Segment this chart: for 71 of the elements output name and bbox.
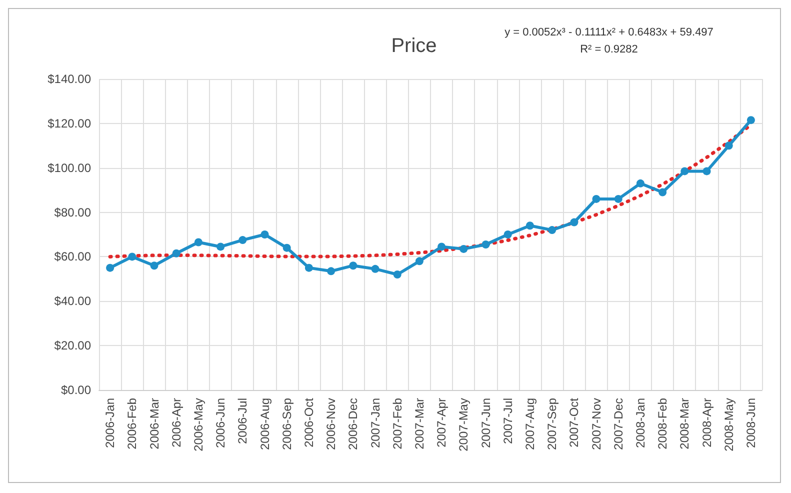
y-tick-label: $80.00 [54,205,92,220]
point [282,244,291,252]
point [415,257,424,266]
y-tick-label: $120.00 [48,116,92,130]
point [680,167,689,176]
x-tick-label: 2007-Aug [522,398,537,450]
point [592,194,600,203]
x-tick-label: 2006-Jun [214,398,228,448]
x-tick-label: 2008-Jun [744,398,758,448]
point [504,230,512,238]
x-tick-label: 2007-Sep [545,398,560,450]
point [150,262,158,270]
x-tick-label: 2006-Feb [125,398,140,450]
point [106,264,114,272]
text: R² = 0.9282 [580,44,638,56]
x-tick-label: 2008-Mar [678,398,692,450]
y-tick-label: $0.00 [60,383,92,397]
x-tick-label: 2006-Apr [169,398,184,448]
point [636,179,644,188]
point [746,116,755,124]
point [570,218,578,226]
x-tick-label: 2006-Aug [258,398,272,450]
point [371,264,380,273]
y-tick-label: $100.00 [48,160,92,175]
point [614,194,622,203]
point [238,236,247,244]
x-tick-label: 2006-Nov [324,398,338,450]
chart-title: Price [391,35,437,57]
x-tick-label: 2006-Jan [103,398,118,448]
point [526,222,534,230]
x-tick-label: 2006-Dec [346,398,360,450]
point [548,226,556,234]
y-tick-label: $40.00 [54,294,92,308]
x-tick-label: 2007-Oct [567,397,582,448]
x-tick-label: 2008-Apr [700,398,714,448]
x-tick-label: 2007-Dec [611,398,626,450]
x-tick-label: 2007-Feb [390,398,404,450]
point [128,252,136,261]
x-tick-label: 2006-Oct [302,397,316,448]
x-tick-label: 2007-Nov [589,398,604,450]
x-tick-label: 2007-Apr [434,398,449,448]
point [194,238,202,246]
point [658,188,667,196]
point [260,230,269,238]
point [393,270,402,278]
x-tick-label: 2007-Mar [412,398,426,450]
x-tick-label: 2006-Mar [147,398,162,450]
y-tick-label: $60.00 [54,250,92,264]
point [172,249,180,258]
point [438,242,446,251]
y-tick-label: $140.00 [48,72,92,86]
point [482,240,490,248]
x-tick-label: 2006-Sep [280,398,294,450]
y-tick-label: $20.00 [54,338,92,353]
x-tick-label: 2007-Jan [368,398,382,448]
point [460,244,468,253]
point [327,267,336,276]
point [702,167,711,176]
x-tick-label: 2007-Jul [500,398,515,444]
point [724,142,733,150]
text: y = 0.0052x³ - 0.1111x² + 0.6483x + 59.497 [504,26,714,38]
point [349,262,358,270]
point [216,242,225,251]
x-tick-label: 2006-Jul [236,398,250,444]
x-tick-label: 2007-Jun [478,398,493,448]
point [304,264,313,272]
x-tick-label: 2007-May [456,398,471,452]
x-tick-label: 2008-Jan [633,398,648,448]
x-tick-label: 2006-May [191,398,206,452]
x-tick-label: 2008-Feb [656,398,670,450]
x-tick-label: 2008-May [722,398,736,452]
